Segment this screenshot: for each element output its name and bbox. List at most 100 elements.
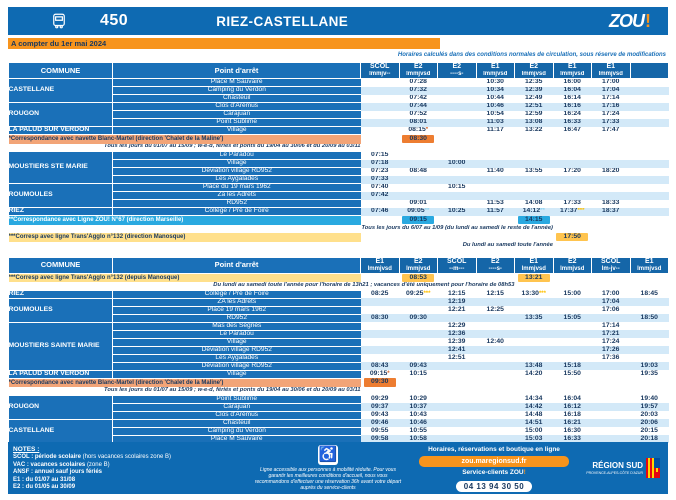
time-cell: 16:04	[563, 395, 581, 402]
stop-row: Point Sublime 08:01 11:03 13:08 16:33 17:33	[9, 118, 669, 127]
route-title: RIEZ-CASTELLANE	[216, 13, 349, 29]
time-cell	[553, 322, 592, 330]
time-cell: 08:30	[360, 314, 399, 323]
time-cell	[438, 395, 477, 403]
time-cell	[399, 159, 438, 168]
time-cell	[630, 118, 669, 127]
time-cell: 17:33	[591, 118, 630, 127]
phone-number[interactable]: 04 13 94 30 50	[455, 481, 533, 492]
time-cell	[553, 354, 592, 362]
time-cell: 17:33	[563, 199, 581, 207]
time-cell	[438, 411, 477, 419]
time-cell: 08:43	[360, 362, 399, 371]
time-cell: 08:25	[371, 290, 389, 297]
service-days: ----s-	[437, 70, 477, 79]
time-cell: 10:34	[476, 86, 515, 95]
stop-cell: Carajuan	[112, 110, 361, 119]
stop-cell: Déviation village RD952	[112, 167, 361, 176]
time-cell	[630, 298, 669, 307]
stop-cell: RD952	[112, 313, 361, 323]
stop-row: ROUMOULES ZA les Adrets 12:19 17:04	[8, 297, 669, 323]
time-cell	[592, 395, 631, 403]
time-cell: 18:37	[591, 207, 630, 216]
note-line: E2 : du 01/05 au 30/09	[13, 484, 76, 491]
correspondence-time	[515, 378, 554, 387]
time-cell: 12:29	[448, 322, 466, 329]
service-code: E1	[514, 256, 554, 265]
service-days: lmmjvsd	[514, 70, 554, 79]
time-cell	[399, 338, 438, 346]
time-cell: 09:46	[360, 419, 399, 428]
time-cell	[592, 152, 631, 160]
time-cell: 14:08	[525, 199, 543, 207]
service-code: E1	[629, 256, 669, 265]
correspondence-time: 13:21	[515, 273, 554, 283]
note-line: VAC : vacances scolaires (zone B)	[13, 461, 110, 468]
time-cell	[438, 152, 477, 160]
time-cell	[437, 86, 476, 95]
commune-cell: CASTELLANE	[8, 418, 113, 444]
time-cell: 10:29	[409, 395, 427, 402]
stop-cell: Place M Sauvaire	[112, 78, 361, 87]
stop-cell: Chasteuil	[112, 418, 361, 428]
time-cell: 17:21	[591, 330, 630, 339]
commune-cell: MOUSTIERS SAINTE MARIE	[8, 321, 113, 371]
time-cell: 18:50	[630, 314, 669, 323]
time-cell: 16:14	[563, 94, 581, 102]
stop-row: Le Paradou 12:36 17:21	[9, 329, 669, 339]
time-cell: 09:25***	[406, 290, 431, 297]
time-cell: 16:33	[553, 435, 592, 444]
correspondence-label: ***Corresp avec ligne Trans'Agglo n°132 …	[8, 232, 361, 242]
correspondence-time	[515, 135, 554, 144]
time-cell: 09:43	[371, 411, 389, 418]
time-cell	[437, 191, 476, 200]
time-cell	[515, 322, 554, 330]
correspondence-time: 08:30	[399, 134, 438, 144]
stop-row: LA PALUD SUR VERDON Village 08:15* 11:17 13:…	[8, 126, 669, 135]
time-cell: 12:21	[448, 306, 466, 313]
time-cell: 10:25	[437, 207, 476, 216]
note-line: SCOL : période scolaire (hors vacances s…	[13, 454, 171, 460]
time-cell	[553, 346, 592, 355]
time-cell: 16:24	[563, 110, 581, 118]
time-cell	[360, 330, 399, 339]
time-cell	[591, 435, 630, 444]
time-cell: 13:08	[514, 118, 553, 127]
time-cell	[476, 346, 515, 355]
time-cell	[630, 95, 669, 103]
time-cell: 12:15	[448, 290, 466, 297]
time-cell	[476, 370, 515, 378]
time-cell: 14:20	[525, 370, 543, 377]
correspondence-time	[361, 135, 400, 144]
schedule-disclaimer: Horaires calculés dans des conditions no…	[397, 52, 666, 58]
validity-note: Tous les jours du 01/07 au 15/09 ; w-e-d…	[104, 143, 361, 150]
time-cell: 09:58	[360, 435, 399, 444]
service-days: --m---	[437, 265, 477, 274]
service-days: lmmjvsd	[398, 70, 438, 79]
time-cell: 09:55	[371, 427, 389, 434]
time-cell	[476, 435, 515, 444]
correspondence-time	[553, 378, 592, 387]
time-cell: 17:37***	[553, 207, 592, 216]
service-code: E2	[475, 256, 515, 265]
time-cell: 16:47	[563, 126, 581, 134]
correspondence-row: **Correspondance avec Ligne ZOU! N°67 (d…	[8, 215, 669, 225]
notes-list: SCOL : période scolaire (hors vacances s…	[13, 454, 248, 492]
time-cell	[360, 86, 399, 95]
time-cell	[553, 152, 592, 160]
time-cell: 17:04	[591, 298, 630, 307]
stop-cell: Place du 19 mars 1962	[112, 183, 361, 192]
footer-bar: NOTES : SCOL : période scolaire (hors va…	[8, 442, 668, 494]
time-cell	[591, 362, 630, 371]
service-days: lmmjvsd	[552, 70, 592, 79]
time-cell: 07:42	[409, 94, 427, 102]
stop-cell: Déviation village RD952	[112, 361, 361, 371]
website-button[interactable]: zou.maregionsud.fr	[419, 456, 569, 467]
service-days	[629, 70, 669, 79]
region-flag-icon	[646, 458, 660, 478]
validity-note-row: Tous les jours du 01/07 au 15/09 ; w-e-d…	[9, 144, 669, 152]
time-cell	[591, 419, 630, 428]
time-cell: 16:12	[553, 403, 592, 412]
service-days: lmmjvsd	[629, 265, 669, 274]
service-code: E2	[552, 256, 592, 265]
